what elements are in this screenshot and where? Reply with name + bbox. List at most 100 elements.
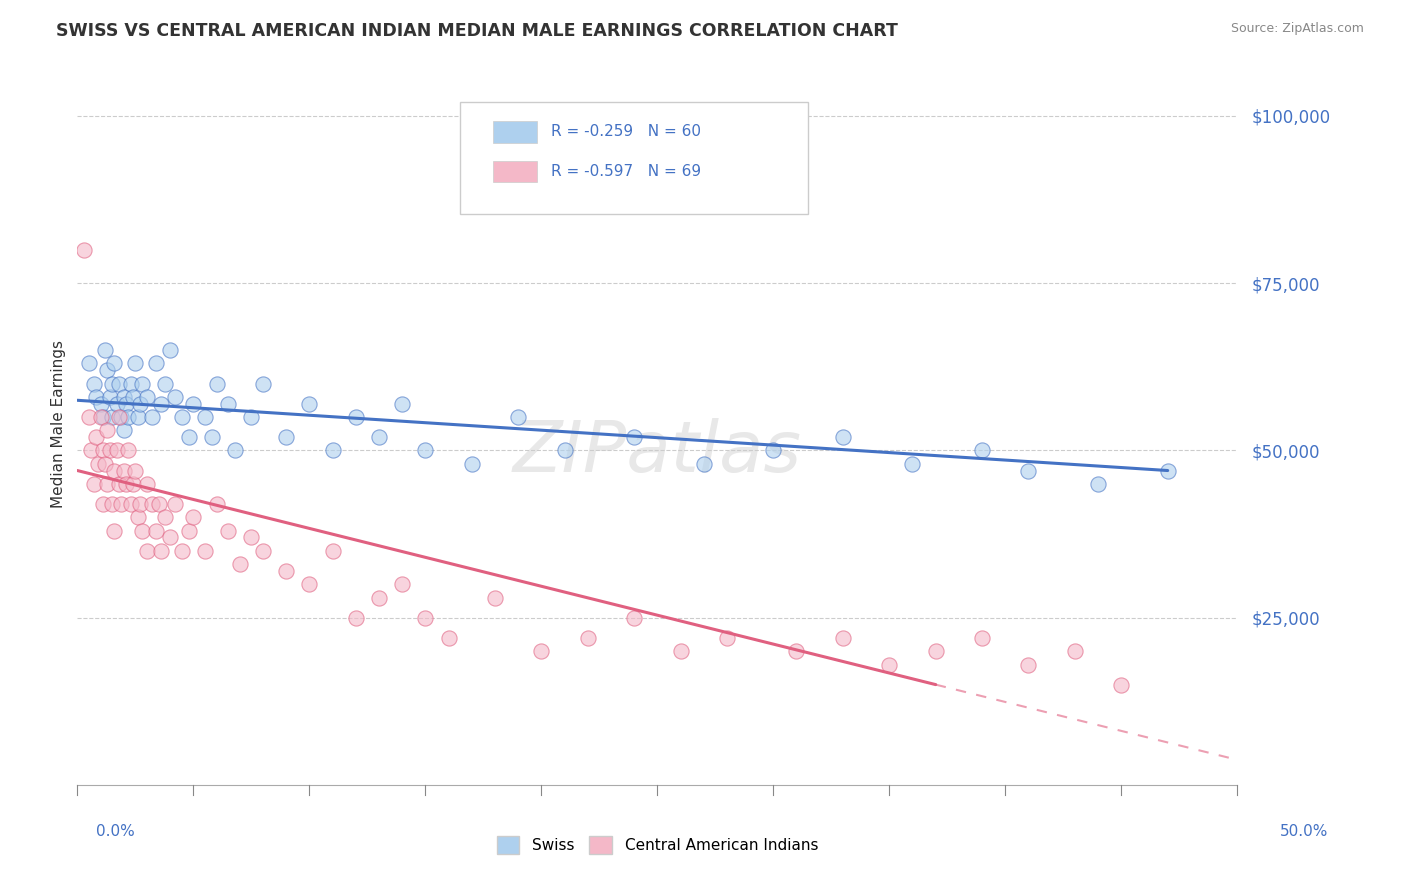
Point bbox=[716, 631, 738, 645]
Point bbox=[240, 530, 263, 544]
Point bbox=[832, 430, 855, 444]
Point bbox=[274, 430, 298, 444]
Point bbox=[94, 343, 117, 358]
Text: ZIPatlas: ZIPatlas bbox=[513, 418, 801, 487]
Point bbox=[484, 591, 506, 605]
Point bbox=[877, 657, 901, 672]
Point bbox=[120, 376, 142, 391]
Point bbox=[391, 396, 413, 410]
Point bbox=[129, 497, 152, 511]
Point bbox=[94, 457, 117, 471]
Point bbox=[90, 396, 111, 410]
Point bbox=[437, 631, 460, 645]
Point bbox=[391, 577, 413, 591]
Text: 50.0%: 50.0% bbox=[1281, 824, 1329, 838]
Point bbox=[91, 443, 114, 458]
Point bbox=[110, 497, 132, 511]
Point bbox=[159, 343, 181, 358]
Point bbox=[131, 524, 153, 538]
Point bbox=[112, 424, 135, 438]
Point bbox=[194, 410, 217, 425]
Point bbox=[148, 497, 170, 511]
Point bbox=[170, 410, 193, 425]
Point bbox=[84, 430, 107, 444]
Point bbox=[368, 591, 391, 605]
Point bbox=[1087, 476, 1109, 491]
Point bbox=[96, 363, 118, 377]
Point bbox=[131, 376, 153, 391]
Point bbox=[1018, 464, 1040, 478]
Point bbox=[217, 396, 239, 410]
Point bbox=[298, 577, 321, 591]
Point bbox=[141, 410, 163, 425]
Point bbox=[194, 543, 217, 558]
Point bbox=[344, 410, 367, 425]
Point bbox=[177, 524, 200, 538]
Point bbox=[623, 430, 645, 444]
Point bbox=[762, 443, 785, 458]
Point bbox=[785, 644, 807, 658]
Point bbox=[84, 390, 107, 404]
Point bbox=[127, 510, 149, 524]
Point bbox=[413, 443, 436, 458]
Point bbox=[124, 356, 146, 371]
Point bbox=[103, 356, 125, 371]
Point bbox=[183, 396, 205, 410]
Point bbox=[117, 443, 139, 458]
Point bbox=[252, 376, 274, 391]
FancyBboxPatch shape bbox=[460, 103, 808, 214]
Point bbox=[149, 396, 172, 410]
Point bbox=[115, 476, 138, 491]
Legend: Swiss, Central American Indians: Swiss, Central American Indians bbox=[491, 830, 824, 861]
Point bbox=[693, 457, 716, 471]
Point bbox=[298, 396, 321, 410]
Text: 0.0%: 0.0% bbox=[96, 824, 135, 838]
Point bbox=[252, 543, 274, 558]
Point bbox=[135, 390, 157, 404]
Point bbox=[145, 524, 167, 538]
Point bbox=[177, 430, 200, 444]
Point bbox=[149, 543, 172, 558]
Point bbox=[122, 476, 145, 491]
Bar bbox=[492, 161, 537, 182]
Point bbox=[127, 410, 149, 425]
Point bbox=[96, 424, 118, 438]
Point bbox=[120, 497, 142, 511]
Text: R = -0.259   N = 60: R = -0.259 N = 60 bbox=[551, 124, 700, 139]
Point bbox=[145, 356, 167, 371]
Point bbox=[901, 457, 924, 471]
Point bbox=[321, 443, 344, 458]
Point bbox=[576, 631, 599, 645]
Point bbox=[105, 443, 128, 458]
Point bbox=[183, 510, 205, 524]
Point bbox=[101, 376, 124, 391]
Point bbox=[368, 430, 391, 444]
Point bbox=[98, 390, 121, 404]
Y-axis label: Median Male Earnings: Median Male Earnings bbox=[51, 340, 66, 508]
Point bbox=[124, 464, 146, 478]
Point bbox=[122, 390, 145, 404]
Point bbox=[205, 497, 228, 511]
Point bbox=[413, 610, 436, 624]
Point bbox=[105, 396, 128, 410]
Point bbox=[96, 476, 118, 491]
Point bbox=[217, 524, 239, 538]
Point bbox=[669, 644, 692, 658]
Point bbox=[972, 631, 994, 645]
Point bbox=[77, 410, 100, 425]
Point bbox=[344, 610, 367, 624]
Point bbox=[155, 510, 177, 524]
Point bbox=[530, 644, 553, 658]
Point bbox=[240, 410, 263, 425]
Point bbox=[201, 430, 224, 444]
Point bbox=[108, 476, 131, 491]
Point bbox=[135, 543, 157, 558]
Point bbox=[80, 443, 103, 458]
Point bbox=[623, 610, 645, 624]
Bar bbox=[492, 121, 537, 143]
Point bbox=[91, 410, 114, 425]
Point bbox=[91, 497, 114, 511]
Point bbox=[112, 464, 135, 478]
Point bbox=[110, 410, 132, 425]
Point bbox=[832, 631, 855, 645]
